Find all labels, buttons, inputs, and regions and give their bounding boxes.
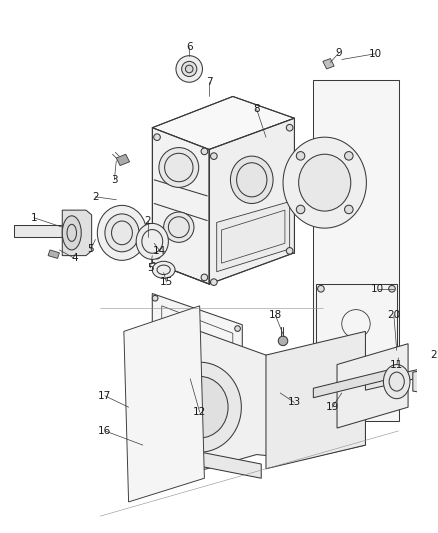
Text: 12: 12	[193, 407, 206, 417]
Polygon shape	[14, 225, 62, 237]
Polygon shape	[313, 80, 398, 422]
Text: 10: 10	[367, 49, 381, 59]
Ellipse shape	[344, 205, 352, 214]
Text: 21: 21	[429, 350, 438, 360]
Text: 9: 9	[335, 48, 342, 58]
Ellipse shape	[388, 354, 394, 361]
Ellipse shape	[382, 365, 409, 399]
Ellipse shape	[136, 223, 168, 260]
Ellipse shape	[286, 247, 292, 254]
Ellipse shape	[62, 216, 81, 250]
Ellipse shape	[317, 354, 324, 361]
Text: 16: 16	[98, 426, 111, 436]
Polygon shape	[62, 210, 92, 256]
Ellipse shape	[158, 362, 241, 452]
Ellipse shape	[317, 286, 324, 292]
Ellipse shape	[185, 65, 193, 72]
Ellipse shape	[210, 153, 217, 159]
Ellipse shape	[278, 336, 287, 345]
Polygon shape	[208, 118, 294, 284]
Polygon shape	[116, 154, 129, 166]
Ellipse shape	[388, 286, 394, 292]
Text: 13: 13	[287, 398, 300, 407]
Polygon shape	[124, 306, 204, 502]
Polygon shape	[152, 96, 294, 149]
Text: 5: 5	[87, 244, 94, 254]
Polygon shape	[336, 344, 407, 428]
Text: 11: 11	[389, 360, 403, 369]
Polygon shape	[315, 284, 396, 362]
Ellipse shape	[201, 148, 207, 155]
Polygon shape	[141, 440, 261, 478]
Ellipse shape	[152, 355, 158, 361]
Text: 2: 2	[144, 215, 151, 225]
Text: 8: 8	[253, 104, 259, 114]
Text: 4: 4	[71, 254, 78, 263]
Text: 15: 15	[159, 277, 173, 287]
Ellipse shape	[296, 205, 304, 214]
Ellipse shape	[159, 148, 198, 188]
Polygon shape	[364, 367, 426, 390]
Ellipse shape	[344, 151, 352, 160]
Text: 19: 19	[325, 402, 338, 412]
Ellipse shape	[283, 137, 366, 228]
Polygon shape	[128, 329, 364, 473]
Polygon shape	[265, 332, 364, 469]
Ellipse shape	[97, 205, 146, 260]
Text: 5: 5	[147, 263, 153, 273]
Ellipse shape	[201, 274, 207, 281]
Ellipse shape	[210, 279, 217, 286]
Polygon shape	[216, 201, 289, 272]
Text: 17: 17	[98, 391, 111, 401]
Text: 2: 2	[92, 192, 99, 202]
Ellipse shape	[153, 134, 160, 141]
Text: 10: 10	[371, 284, 383, 294]
Ellipse shape	[286, 124, 292, 131]
Text: 3: 3	[111, 175, 117, 185]
Polygon shape	[152, 294, 242, 393]
Polygon shape	[48, 250, 59, 259]
Polygon shape	[152, 128, 208, 284]
Ellipse shape	[176, 56, 202, 82]
Ellipse shape	[234, 386, 240, 392]
Ellipse shape	[153, 252, 160, 259]
Ellipse shape	[234, 326, 240, 332]
Ellipse shape	[230, 156, 272, 204]
Polygon shape	[412, 368, 435, 395]
Ellipse shape	[296, 151, 304, 160]
Text: 18: 18	[268, 310, 282, 320]
Polygon shape	[322, 59, 333, 69]
Text: 14: 14	[153, 246, 166, 256]
Ellipse shape	[417, 373, 431, 390]
Ellipse shape	[152, 295, 158, 301]
Text: 20: 20	[386, 310, 399, 320]
Text: 6: 6	[186, 42, 192, 52]
Text: 1: 1	[31, 213, 37, 223]
Ellipse shape	[152, 261, 175, 278]
Text: 7: 7	[205, 77, 212, 87]
Ellipse shape	[105, 214, 139, 252]
Ellipse shape	[181, 61, 196, 77]
Polygon shape	[313, 367, 398, 398]
Ellipse shape	[163, 212, 194, 243]
Ellipse shape	[298, 154, 350, 211]
Ellipse shape	[171, 376, 228, 438]
